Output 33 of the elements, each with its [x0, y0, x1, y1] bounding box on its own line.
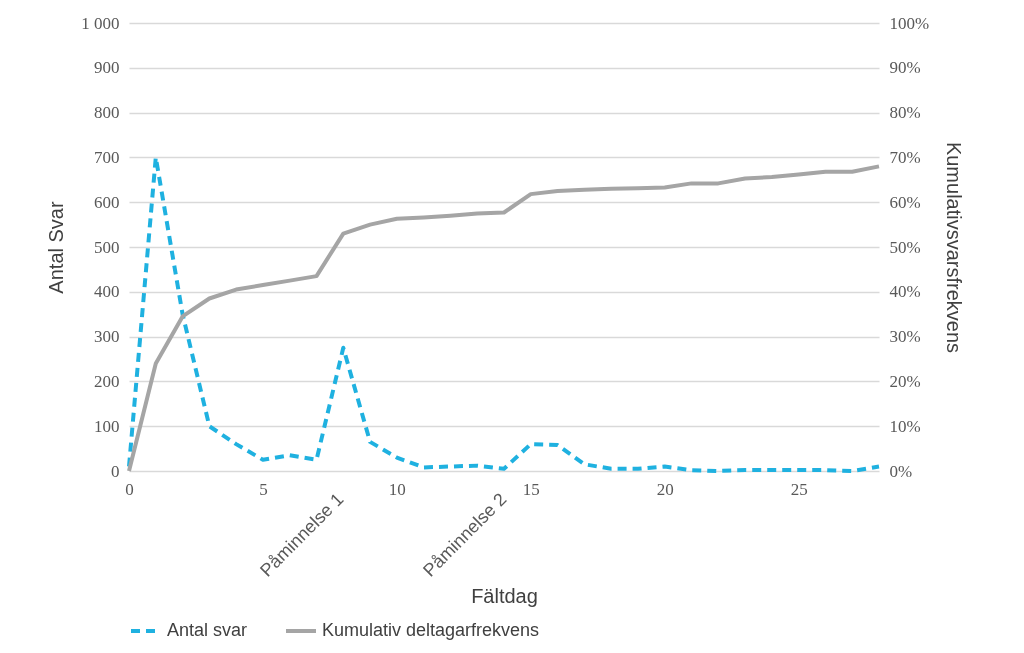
y-tick-label: 200 — [94, 371, 120, 391]
y-tick-label: 400 — [94, 282, 120, 302]
y2-tick-label: 20% — [889, 371, 921, 391]
legend-label: Antal svar — [167, 620, 248, 640]
legend-label: Kumulativ deltagarfrekvens — [322, 620, 540, 640]
y-tick-label: 300 — [94, 327, 120, 347]
y2-tick-label: 70% — [889, 147, 921, 167]
y-tick-label: 500 — [94, 237, 120, 257]
y2-axis-title: Kumulativsvarsfrekvens — [943, 141, 966, 354]
y-tick-label: 600 — [94, 192, 120, 212]
y-tick-label: 800 — [94, 103, 120, 123]
y2-tick-label: 0% — [889, 461, 913, 481]
y2-tick-label: 100% — [889, 13, 930, 33]
y2-tick-label: 40% — [889, 282, 921, 302]
x-tick-label: 10 — [388, 479, 406, 499]
y2-tick-label: 30% — [889, 327, 921, 347]
x-tick-label: 0 — [125, 479, 134, 499]
x-tick-label: 15 — [522, 479, 540, 499]
y-tick-label: 700 — [94, 147, 120, 167]
y-tick-label: 0 — [111, 461, 120, 481]
x-tick-label: 20 — [656, 479, 674, 499]
x-axis-title: Fältdag — [471, 584, 538, 607]
y2-tick-label: 80% — [889, 103, 921, 123]
x-tick-label: 25 — [790, 479, 808, 499]
y-tick-label: 900 — [94, 58, 120, 78]
y-axis-title: Antal Svar — [45, 201, 68, 294]
y2-tick-label: 90% — [889, 58, 921, 78]
y-tick-label: 1 000 — [81, 13, 120, 33]
y2-tick-label: 10% — [889, 416, 921, 436]
y2-tick-label: 60% — [889, 192, 921, 212]
y-tick-label: 100 — [94, 416, 120, 436]
x-tick-label: 5 — [259, 479, 268, 499]
y2-tick-label: 50% — [889, 237, 921, 257]
